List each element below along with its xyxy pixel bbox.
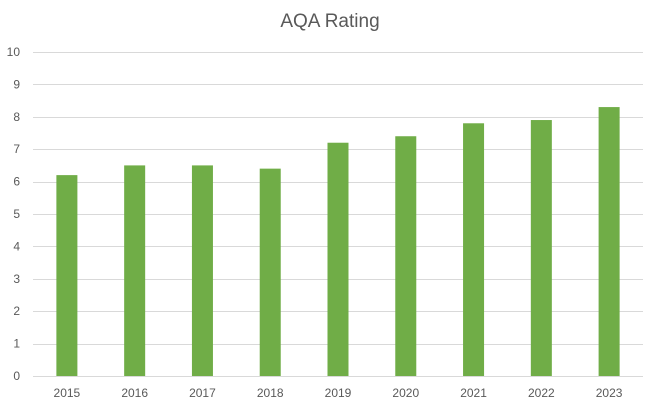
y-tick-label: 5 [13,207,20,221]
y-tick-label: 3 [13,272,20,286]
x-tick-label: 2015 [54,386,81,400]
x-tick-label: 2016 [121,386,148,400]
y-tick-label: 0 [13,369,20,383]
bar-2021 [463,123,485,376]
bar-2020 [395,136,417,376]
bar-2023 [598,107,620,376]
bar-2017 [191,165,213,376]
x-tick-label: 2023 [596,386,623,400]
bars [56,107,620,376]
y-tick-label: 9 [13,77,20,91]
x-axis-ticks: 2015 2016 2017 2018 2019 2020 2021 2022 2023 [54,386,623,400]
y-tick-label: 7 [13,142,20,156]
y-tick-label: 1 [13,337,20,351]
bar-2019 [327,142,349,376]
y-axis-ticks: 0 1 2 3 4 5 6 7 8 9 10 [7,45,21,383]
x-tick-label: 2021 [460,386,487,400]
bar-2016 [124,165,146,376]
bar-2018 [259,168,281,376]
chart-title: AQA Rating [280,11,379,32]
bar-2015 [56,175,78,376]
x-tick-label: 2017 [189,386,216,400]
y-tick-label: 8 [13,110,20,124]
x-tick-label: 2022 [528,386,555,400]
x-tick-label: 2020 [392,386,419,400]
bar-2022 [530,120,552,376]
y-tick-label: 2 [13,304,20,318]
x-tick-label: 2018 [257,386,284,400]
x-tick-label: 2019 [325,386,352,400]
y-tick-label: 6 [13,175,20,189]
y-tick-label: 4 [13,239,20,253]
y-tick-label: 10 [7,45,21,59]
